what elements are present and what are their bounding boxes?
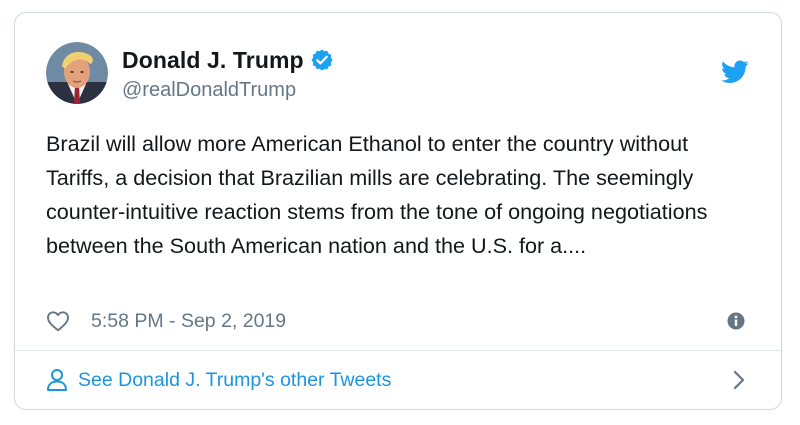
author-names: Donald J. Trump @realDonaldTrump (122, 45, 334, 102)
display-name-row: Donald J. Trump (122, 45, 334, 75)
info-icon[interactable] (727, 312, 745, 330)
avatar[interactable] (46, 42, 108, 104)
tweet-text: Brazil will allow more American Ethanol … (46, 131, 708, 258)
see-other-tweets-label[interactable]: See Donald J. Trump's other Tweets (78, 368, 392, 391)
person-icon (47, 369, 67, 391)
author-handle[interactable]: @realDonaldTrump (122, 79, 297, 101)
tweet-card: Donald J. Trump @realDonaldTrump Brazil … (14, 12, 782, 410)
tweet-timestamp[interactable]: 5:58 PM - Sep 2, 2019 (91, 309, 287, 332)
tweet-meta: 5:58 PM - Sep 2, 2019 (46, 308, 757, 334)
display-name[interactable]: Donald J. Trump (122, 46, 304, 73)
see-other-tweets-link[interactable]: See Donald J. Trump's other Tweets (46, 365, 757, 395)
verified-badge-icon (311, 49, 333, 71)
chevron-right-icon[interactable] (733, 370, 745, 390)
divider (15, 350, 781, 351)
heart-icon[interactable] (46, 310, 70, 332)
tweet-header: Donald J. Trump @realDonaldTrump (46, 42, 757, 106)
twitter-bird-icon[interactable] (721, 60, 749, 84)
